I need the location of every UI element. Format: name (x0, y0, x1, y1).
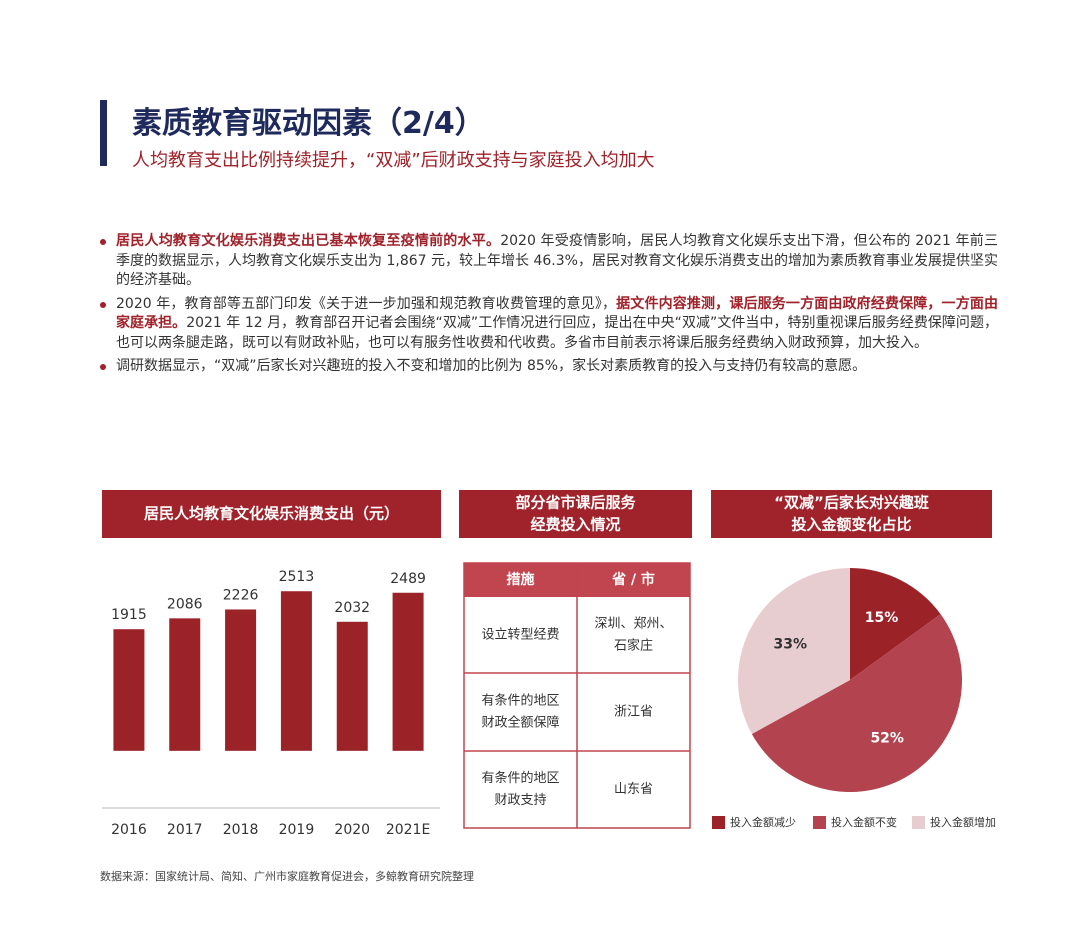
pie-label: 52% (870, 731, 904, 747)
bar (336, 621, 368, 751)
legend-label: 投入金额不变 (831, 815, 897, 829)
table-header-text: 省 / 市 (611, 571, 655, 588)
bullet-text: 2021 年 12 月，教育部召开记者会围绕“双减”工作情况进行回应，提出在中央… (116, 315, 999, 351)
subtitle: 人均教育支出比例持续提升，“双减”后财政支持与家庭投入均加大 (132, 150, 655, 171)
source: 数据来源：国家统计局、简知、广州市家庭教育促进会，多鲸教育研究院整理 (100, 870, 474, 883)
section-header (459, 490, 692, 538)
legend-swatch (813, 816, 826, 829)
data-label: 2032 (334, 600, 370, 616)
bullet: 居民人均教育文化娱乐消费支出已基本恢复至疫情前的水平。2020 年受疫情影响，居… (100, 232, 998, 291)
legend-swatch (912, 816, 925, 829)
bar (392, 592, 424, 751)
bullet-dot (100, 364, 106, 370)
bullet-text: 调研数据显示，“双减”后家长对兴趣班的投入不变和增加的比例为 85%，家长对素质… (116, 358, 867, 374)
data-label: 2489 (390, 571, 426, 587)
bullet: 2020 年，教育部等五部门印发《关于进一步加强和规范教育收费管理的意见》，据文… (100, 295, 998, 354)
bar (280, 591, 312, 751)
bullet-text: 2020 年受疫情影响，居民人均教育文化娱乐支出下滑，但公布的 2021 年前三… (116, 233, 998, 288)
table-cell: 财政支持 (494, 793, 546, 808)
legend-swatch (712, 816, 725, 829)
bullet: 调研数据显示，“双减”后家长对兴趣班的投入不变和增加的比例为 85%，家长对素质… (100, 357, 998, 377)
bar (169, 618, 201, 751)
data-label: 1915 (111, 607, 147, 623)
data-label: 2086 (167, 596, 203, 612)
table-cell: 财政全额保障 (481, 715, 559, 731)
section-header (711, 490, 992, 538)
data-label: 2513 (279, 569, 315, 585)
pie-label: 15% (865, 610, 899, 626)
x-tick-label: 2021E (386, 822, 430, 838)
legend-label: 投入金额减少 (730, 815, 796, 829)
pie-label: 33% (773, 637, 807, 653)
table-cell: 山东省 (614, 782, 653, 797)
title: 素质教育驱动因素（2/4） (132, 106, 485, 141)
x-tick-label: 2020 (334, 822, 370, 838)
pie-slice (738, 568, 850, 734)
bar (225, 609, 257, 751)
legend-label: 投入金额增加 (930, 815, 996, 829)
bullet-dot (100, 239, 106, 245)
section-title: 投入金额变化占比 (791, 516, 911, 534)
x-tick-label: 2019 (279, 822, 315, 838)
bullet-text: 居民人均教育文化娱乐消费支出已基本恢复至疫情前的水平。 (116, 233, 501, 249)
bar (113, 629, 145, 751)
x-tick-label: 2016 (111, 822, 147, 838)
pie-slice (850, 568, 941, 680)
table-header-text: 措施 (507, 571, 535, 588)
table-cell: 有条件的地区 (481, 693, 559, 709)
section-title: “双减”后家长对兴趣班 (774, 494, 929, 512)
pie-slice (751, 614, 962, 792)
table-cell: 有条件的地区 (481, 770, 559, 786)
data-label: 2226 (223, 587, 259, 603)
bullet-dot (100, 301, 106, 308)
table-cell: 浙江省 (614, 705, 653, 720)
bullets: 居民人均教育文化娱乐消费支出已基本恢复至疫情前的水平。2020 年受疫情影响，居… (100, 232, 998, 381)
table-cell: 石家庄 (614, 638, 653, 654)
x-tick-label: 2018 (223, 822, 259, 838)
title-bar (100, 100, 107, 166)
section-title: 居民人均教育文化娱乐消费支出（元） (144, 505, 399, 523)
table-cell: 深圳、郑州、 (594, 617, 672, 632)
section-title: 经费投入情况 (530, 516, 620, 534)
table-cell: 设立转型经费 (481, 628, 559, 643)
bullet-text: 2020 年，教育部等五部门印发《关于进一步加强和规范教育收费管理的意见》， (116, 295, 617, 312)
section-header (102, 490, 441, 538)
x-tick-label: 2017 (167, 822, 203, 838)
section-title: 部分省市课后服务 (515, 494, 636, 512)
bullet-text: 据文件内容推测，课后服务一方面由政府经费保障，一方面由家庭承担。 (116, 295, 999, 332)
